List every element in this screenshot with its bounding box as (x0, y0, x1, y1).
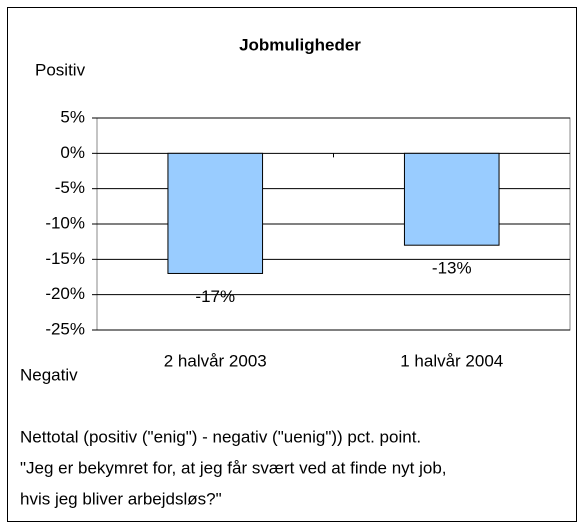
y-tick-label: 5% (60, 107, 85, 126)
x-tick-label: 1 halvår 2004 (400, 351, 503, 370)
note: hvis jeg bliver arbejdsløs?" (20, 489, 222, 508)
note: Nettotal (positiv ("enig") - negativ ("u… (20, 427, 421, 446)
y-tick-label: -25% (45, 319, 85, 338)
y-tick-label: 0% (60, 143, 85, 162)
bar (167, 152, 264, 274)
chart-title: Jobmuligheder (239, 35, 361, 54)
bar (403, 152, 500, 246)
bottom-label: Negativ (20, 365, 78, 384)
data-label: -13% (432, 259, 472, 278)
note: "Jeg er bekymret for, at jeg får svært v… (20, 458, 447, 477)
top-label: Positiv (35, 60, 86, 79)
y-tick-label: -20% (45, 284, 85, 303)
x-tick-label: 2 halvår 2003 (164, 351, 267, 370)
y-tick-label: -15% (45, 249, 85, 268)
y-tick-label: -10% (45, 213, 85, 232)
data-label: -17% (195, 287, 235, 306)
y-tick-label: -5% (55, 178, 85, 197)
